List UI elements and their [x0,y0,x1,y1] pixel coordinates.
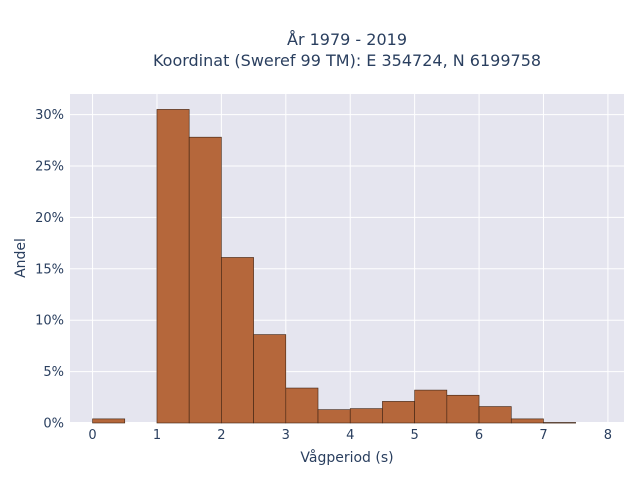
x-tick-label: 1 [153,428,161,443]
histogram-bar [543,422,576,424]
x-tick-label: 8 [604,428,612,443]
x-tick-label: 2 [217,428,225,443]
chart-title-line-2: Koordinat (Sweref 99 TM): E 354724, N 61… [153,51,541,70]
y-axis-title: Andel [13,238,29,278]
plot-area [70,94,624,423]
histogram-bar [221,257,254,424]
histogram-bar [285,387,319,424]
histogram-bar [253,334,287,424]
y-tick-label: 20% [35,211,64,226]
histogram-bar [188,136,222,424]
histogram-bar [156,109,190,424]
histogram-bar [92,418,126,424]
histogram-bar [414,389,448,424]
y-tick-label: 25% [35,159,64,174]
x-tick-label: 4 [346,428,354,443]
bars [92,109,576,424]
x-tick-label: 5 [410,428,418,443]
x-tick-label: 7 [539,428,547,443]
y-tick-label: 30% [35,108,64,123]
histogram-bar [317,409,351,424]
x-axis-ticks: 0 1 2 3 4 5 6 7 8 [88,428,612,443]
y-tick-label: 10% [35,314,64,329]
y-axis-ticks: 0% 5% 10% 15% 20% 25% 30% [35,108,64,431]
y-tick-label: 0% [43,417,64,432]
histogram-bar [510,418,544,424]
x-tick-label: 6 [475,428,483,443]
x-tick-label: 3 [282,428,290,443]
histogram-bar [478,406,512,424]
chart-title-line-1: År 1979 - 2019 [287,30,407,49]
histogram-bar [446,394,480,424]
x-axis-title: Vågperiod (s) [300,449,393,466]
histogram-bar [382,401,415,424]
x-tick-label: 0 [88,428,96,443]
y-tick-label: 15% [35,262,64,277]
histogram-bar [349,408,383,424]
y-tick-label: 5% [43,365,64,380]
